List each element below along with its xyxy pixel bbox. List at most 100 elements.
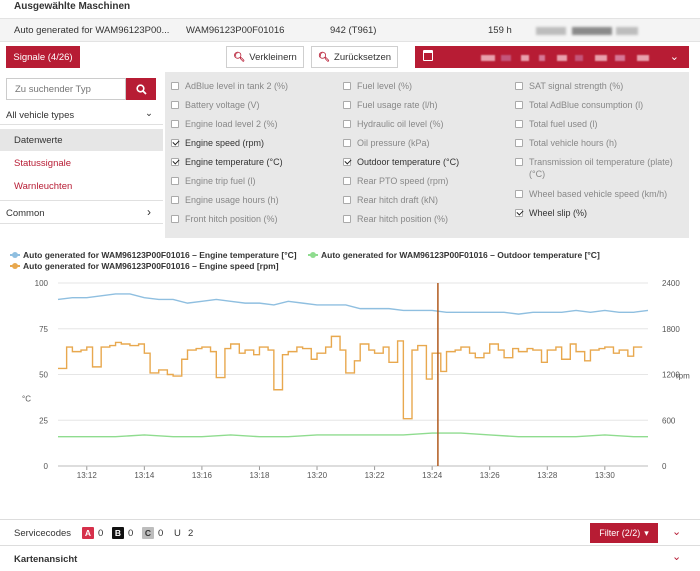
category-datenwerte[interactable]: Datenwerte bbox=[0, 129, 163, 151]
common-group[interactable]: Common › bbox=[0, 200, 163, 224]
date-range-selector[interactable]: ⌄ bbox=[415, 46, 689, 68]
legend-label: Auto generated for WAM96123P00F01016 – E… bbox=[23, 250, 297, 260]
signal-checkbox[interactable]: Total AdBlue consumption (l) bbox=[515, 99, 685, 113]
line-chart[interactable]: 0 25 50 75 100 0 600 1200 1800 2400 °C rpm 13:12 13:1… bbox=[0, 276, 700, 490]
zoom-out-label: Verkleinern bbox=[249, 51, 297, 63]
checkbox-icon[interactable] bbox=[343, 215, 351, 223]
signal-checkbox[interactable]: Engine usage hours (h) bbox=[171, 194, 336, 208]
signal-label: Rear hitch draft (kN) bbox=[357, 195, 439, 205]
redacted-date bbox=[575, 55, 583, 61]
y-right-axis-label: rpm bbox=[676, 372, 690, 381]
checkbox-icon[interactable] bbox=[515, 139, 523, 147]
checkbox-icon[interactable] bbox=[343, 177, 351, 185]
code-b-badge[interactable]: B bbox=[112, 527, 124, 539]
signal-checkbox[interactable]: Hydraulic oil level (%) bbox=[343, 118, 508, 132]
signal-checkbox[interactable]: Oil pressure (kPa) bbox=[343, 137, 508, 151]
legend-swatch bbox=[308, 252, 318, 258]
signal-checkbox[interactable]: SAT signal strength (%) bbox=[515, 80, 685, 94]
signal-label: Fuel usage rate (l/h) bbox=[357, 100, 438, 110]
checkbox-checked-icon[interactable] bbox=[343, 158, 351, 166]
signal-checklist: AdBlue level in tank 2 (%) Battery voltag… bbox=[165, 72, 689, 238]
signal-checkbox[interactable]: Engine trip fuel (l) bbox=[171, 175, 336, 189]
category-label: Warnleuchten bbox=[14, 181, 73, 192]
series-line-2 bbox=[58, 432, 648, 438]
zoom-out-button[interactable]: 🔍︎ Verkleinern bbox=[226, 46, 304, 68]
y-left-tick-label: 50 bbox=[39, 371, 48, 380]
signals-button[interactable]: Signale (4/26) bbox=[6, 46, 80, 68]
machine-name: Auto generated for WAM96123P00... bbox=[14, 25, 170, 36]
signal-checkbox[interactable]: Battery voltage (V) bbox=[171, 99, 336, 113]
checkbox-icon[interactable] bbox=[171, 215, 179, 223]
checkbox-icon[interactable] bbox=[171, 196, 179, 204]
legend-item-engine-speed[interactable]: Auto generated for WAM96123P00F01016 – E… bbox=[10, 261, 279, 271]
signal-checkbox[interactable]: Front hitch position (%) bbox=[171, 213, 336, 227]
signal-label: Engine load level 2 (%) bbox=[185, 119, 278, 129]
signal-checkbox[interactable]: Wheel slip (%) bbox=[515, 207, 685, 221]
search-button[interactable] bbox=[126, 78, 156, 100]
chart-legend: Auto generated for WAM96123P00F01016 – E… bbox=[0, 246, 700, 274]
checkbox-icon[interactable] bbox=[171, 177, 179, 185]
signal-checkbox[interactable]: Rear hitch position (%) bbox=[343, 213, 508, 227]
signal-checkbox[interactable]: Outdoor temperature (°C) bbox=[343, 156, 508, 170]
redacted-date bbox=[637, 55, 649, 61]
checkbox-icon[interactable] bbox=[515, 120, 523, 128]
checkbox-checked-icon[interactable] bbox=[171, 139, 179, 147]
redacted-date bbox=[615, 55, 625, 61]
checkbox-icon[interactable] bbox=[515, 101, 523, 109]
signal-checkbox[interactable]: Engine load level 2 (%) bbox=[171, 118, 336, 132]
signal-checkbox[interactable]: Wheel based vehicle speed (km/h) bbox=[515, 188, 685, 202]
signal-checkbox[interactable]: Fuel level (%) bbox=[343, 80, 508, 94]
category-statussignale[interactable]: Statussignale bbox=[0, 152, 163, 174]
chart-area[interactable]: 0 25 50 75 100 0 600 1200 1800 2400 °C rpm 13:12 13:1… bbox=[0, 276, 700, 490]
code-u-badge[interactable]: U bbox=[174, 528, 181, 539]
checkbox-icon[interactable] bbox=[171, 120, 179, 128]
checkbox-icon[interactable] bbox=[343, 139, 351, 147]
signal-checkbox[interactable]: Engine temperature (°C) bbox=[171, 156, 336, 170]
signal-checkbox[interactable]: Fuel usage rate (l/h) bbox=[343, 99, 508, 113]
checkbox-icon[interactable] bbox=[171, 101, 179, 109]
map-view-section[interactable]: Kartenansicht ⌄ bbox=[0, 548, 700, 571]
signal-checkbox[interactable]: Engine speed (rpm) bbox=[171, 137, 336, 151]
checkbox-checked-icon[interactable] bbox=[515, 209, 523, 217]
legend-item-outdoor-temp[interactable]: Auto generated for WAM96123P00F01016 – O… bbox=[308, 250, 600, 260]
redacted-info bbox=[572, 27, 612, 35]
checkbox-icon[interactable] bbox=[343, 120, 351, 128]
top-header: Ausgewählte Maschinen bbox=[0, 0, 700, 16]
signal-checkbox[interactable]: Total vehicle hours (h) bbox=[515, 137, 685, 151]
signal-checkbox[interactable]: Rear hitch draft (kN) bbox=[343, 194, 508, 208]
search-input[interactable] bbox=[7, 79, 125, 99]
legend-label: Auto generated for WAM96123P00F01016 – O… bbox=[321, 250, 600, 260]
checkbox-icon[interactable] bbox=[515, 190, 523, 198]
legend-item-engine-temp[interactable]: Auto generated for WAM96123P00F01016 – E… bbox=[10, 250, 297, 260]
filter-button[interactable]: Filter (2/2) ▾ bbox=[590, 523, 658, 543]
chevron-down-icon[interactable]: ⌄ bbox=[672, 526, 682, 538]
checkbox-checked-icon[interactable] bbox=[171, 158, 179, 166]
checkbox-icon[interactable] bbox=[343, 101, 351, 109]
y-left-tick-label: 0 bbox=[44, 462, 49, 471]
vehicle-type-select[interactable]: All vehicle types ⌄ bbox=[0, 105, 163, 125]
checkbox-icon[interactable] bbox=[515, 82, 523, 90]
x-tick-label: 13:18 bbox=[249, 471, 270, 480]
category-label: Datenwerte bbox=[14, 135, 63, 146]
code-a-badge[interactable]: A bbox=[82, 527, 94, 539]
signal-checkbox[interactable]: AdBlue level in tank 2 (%) bbox=[171, 80, 336, 94]
vehicle-type-value: All vehicle types bbox=[6, 110, 75, 121]
signal-checkbox[interactable]: Total fuel used (l) bbox=[515, 118, 685, 132]
category-warnleuchten[interactable]: Warnleuchten bbox=[0, 175, 163, 197]
signal-checkbox[interactable]: Transmission oil temperature (plate) (°C… bbox=[515, 156, 685, 179]
machine-serial: WAM96123P00F01016 bbox=[186, 25, 285, 36]
selected-machine-row[interactable]: Auto generated for WAM96123P00... WAM961… bbox=[0, 18, 700, 42]
signal-label: Rear hitch position (%) bbox=[357, 214, 449, 224]
checkbox-icon[interactable] bbox=[171, 82, 179, 90]
chevron-down-icon[interactable]: ⌄ bbox=[672, 551, 682, 563]
signal-checkbox[interactable]: Rear PTO speed (rpm) bbox=[343, 175, 508, 189]
type-search[interactable] bbox=[6, 78, 126, 100]
legend-label: Auto generated for WAM96123P00F01016 – E… bbox=[23, 261, 279, 271]
chevron-right-icon: › bbox=[147, 205, 151, 219]
magnifier-icon: 🔍︎ bbox=[233, 51, 246, 63]
code-c-badge[interactable]: C bbox=[142, 527, 154, 539]
checkbox-icon[interactable] bbox=[343, 82, 351, 90]
reset-button[interactable]: 🔍︎ Zurücksetzen bbox=[311, 46, 398, 68]
checkbox-icon[interactable] bbox=[343, 196, 351, 204]
checkbox-icon[interactable] bbox=[515, 158, 523, 166]
